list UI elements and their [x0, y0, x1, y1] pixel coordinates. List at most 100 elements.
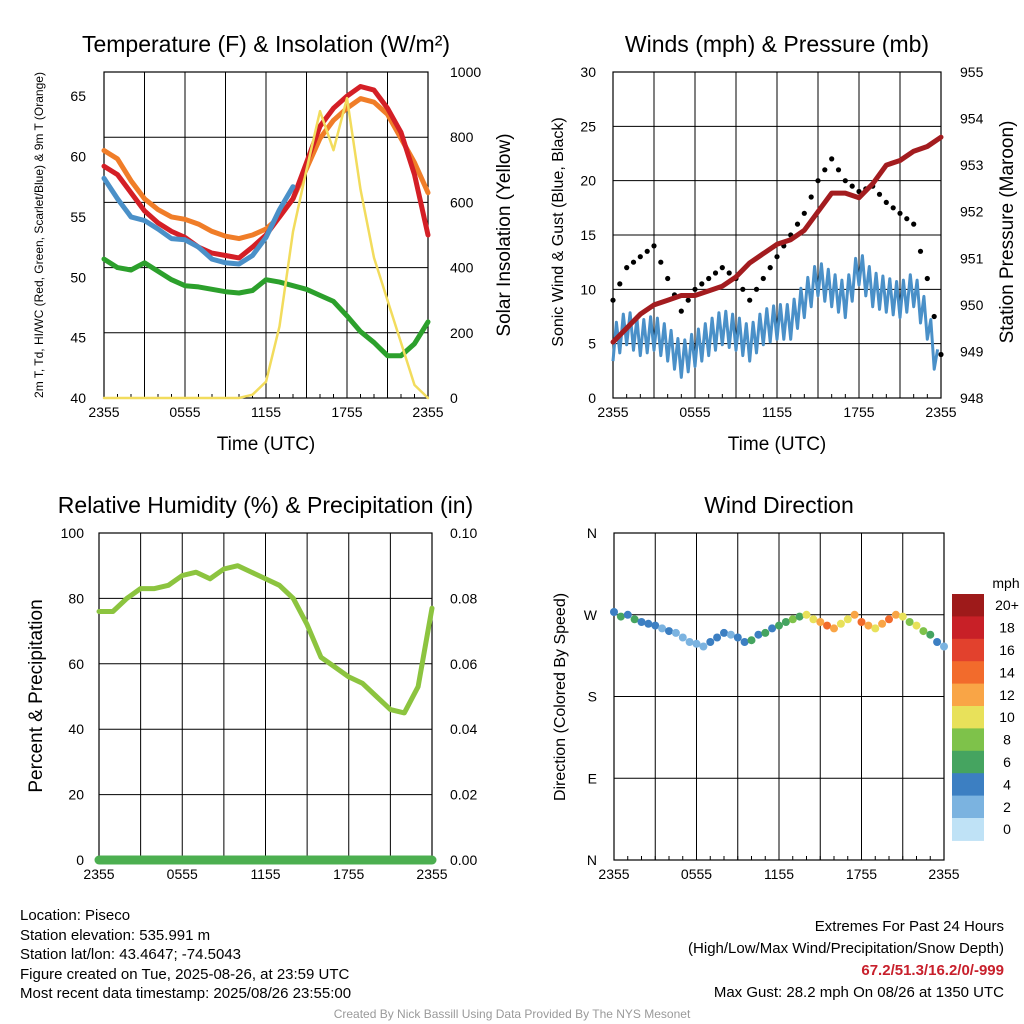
chart-title: Winds (mph) & Pressure (mb): [625, 31, 929, 57]
y-right-tick-label: 0.04: [450, 721, 477, 737]
y-tick-label: 0: [588, 390, 596, 406]
gust-point: [883, 199, 889, 205]
direction-point: [809, 615, 818, 624]
gust-point: [719, 265, 725, 271]
y-tick-label: N: [587, 525, 597, 541]
direction-point: [898, 612, 907, 621]
y-right-tick-label: 0.06: [450, 656, 477, 672]
colorbar-label: 0: [1003, 821, 1011, 837]
y-right-tick-label: 800: [450, 129, 474, 145]
y-right-tick-label: 949: [960, 343, 984, 359]
gust-point: [617, 281, 623, 287]
direction-point: [857, 618, 866, 626]
extremes-subtitle: (High/Low/Max Wind/Precipitation/Snow De…: [688, 940, 1004, 957]
extremes-values: 67.2/51.3/16.2/0/-999: [861, 962, 1004, 979]
direction-point: [630, 615, 639, 624]
direction-point: [699, 642, 708, 651]
direction-point: [781, 618, 790, 626]
gust-point: [876, 191, 883, 197]
y-tick-label: 25: [580, 118, 596, 134]
direction-point: [678, 633, 687, 642]
y-right-tick-label: 952: [960, 204, 984, 220]
colorbar-swatch: [952, 706, 984, 729]
x-tick-label: 1155: [251, 404, 281, 420]
gust-point: [610, 297, 616, 303]
gust-point: [924, 275, 930, 282]
chart-title: Wind Direction: [704, 492, 854, 518]
y-tick-label: 80: [68, 590, 84, 606]
colorbar-swatch: [952, 750, 984, 774]
y-tick-label: N: [587, 852, 597, 868]
credit-line: Created By Nick Bassill Using Data Provi…: [333, 1007, 691, 1021]
gust-point: [712, 270, 719, 276]
direction-point: [616, 612, 625, 621]
gust-point: [760, 275, 766, 282]
x-tick-label: 2355: [416, 866, 447, 882]
extremes-title: Extremes For Past 24 Hours: [814, 918, 1004, 935]
y-tick-label: 55: [70, 209, 86, 225]
x-tick-label: 1755: [331, 404, 362, 420]
direction-point: [891, 610, 900, 619]
y-tick-label: 40: [70, 390, 86, 406]
colorbar-swatch: [952, 616, 984, 640]
y-axis-label: Percent & Precipitation: [26, 599, 47, 792]
direction-point: [726, 630, 735, 639]
y-right-tick-label: 953: [960, 157, 984, 173]
gust-point: [931, 313, 937, 320]
y-right-tick-label: 948: [960, 390, 984, 406]
colorbar-label: 10: [999, 709, 1015, 725]
y-right-axis-label: Station Pressure (Maroon): [997, 121, 1018, 344]
y-axis-label: Sonic Wind & Gust (Blue, Black): [550, 117, 567, 346]
colorbar-swatch: [952, 728, 984, 752]
direction-point: [733, 633, 742, 642]
colorbar-swatch: [952, 661, 984, 685]
y-tick-label: 60: [70, 149, 86, 165]
gust-point: [890, 205, 896, 211]
y-axis-label: Direction (Colored By Speed): [552, 593, 569, 801]
most-recent-timestamp: Most recent data timestamp: 2025/08/26 2…: [20, 985, 352, 1003]
gust-point: [808, 194, 814, 200]
y-tick-label: S: [588, 689, 597, 705]
direction-point: [685, 638, 694, 646]
series-pressure: [610, 134, 944, 345]
x-tick-label: 1155: [250, 866, 280, 882]
y-right-tick-label: 951: [960, 250, 984, 266]
y-tick-label: 20: [68, 787, 84, 803]
chart-title: Temperature (F) & Insolation (W/m²): [82, 31, 450, 57]
gust-point: [911, 221, 917, 227]
gust-point: [904, 216, 910, 222]
direction-point: [926, 630, 935, 639]
direction-point: [623, 610, 632, 619]
direction-point: [788, 615, 797, 624]
colorbar-label: 20+: [995, 597, 1019, 613]
series-dew: [101, 175, 296, 267]
y-tick-label: 100: [61, 525, 85, 541]
y-tick-label: 65: [70, 88, 86, 104]
gust-point: [917, 248, 924, 254]
direction-point: [885, 615, 893, 624]
direction-point: [658, 624, 667, 633]
direction-point: [933, 638, 942, 646]
direction-point: [671, 628, 680, 637]
direction-point: [830, 624, 838, 633]
direction-point: [912, 621, 921, 630]
colorbar-label: 2: [1003, 799, 1011, 815]
humidity-panel: 2355 0555 1155 1755 2355 Relative Humidity (%…: [26, 492, 477, 882]
direction-point: [823, 621, 832, 630]
x-tick-label: 2355: [412, 404, 443, 420]
gust-point: [644, 248, 650, 254]
x-tick-label: 2355: [88, 404, 119, 420]
gust-point: [637, 254, 643, 260]
station-location: Location: Piseco: [20, 907, 131, 924]
y-right-tick-label: 0: [450, 390, 458, 406]
x-tick-label: 2355: [597, 404, 628, 420]
gust-point: [822, 167, 828, 173]
y-right-tick-label: 950: [960, 297, 984, 313]
colorbar-label: 12: [999, 687, 1015, 703]
direction-point: [795, 612, 804, 621]
series-rh: [96, 563, 435, 716]
x-tick-label: 2355: [925, 404, 956, 420]
y-tick-label: 10: [580, 281, 596, 297]
direction-point: [692, 639, 701, 648]
